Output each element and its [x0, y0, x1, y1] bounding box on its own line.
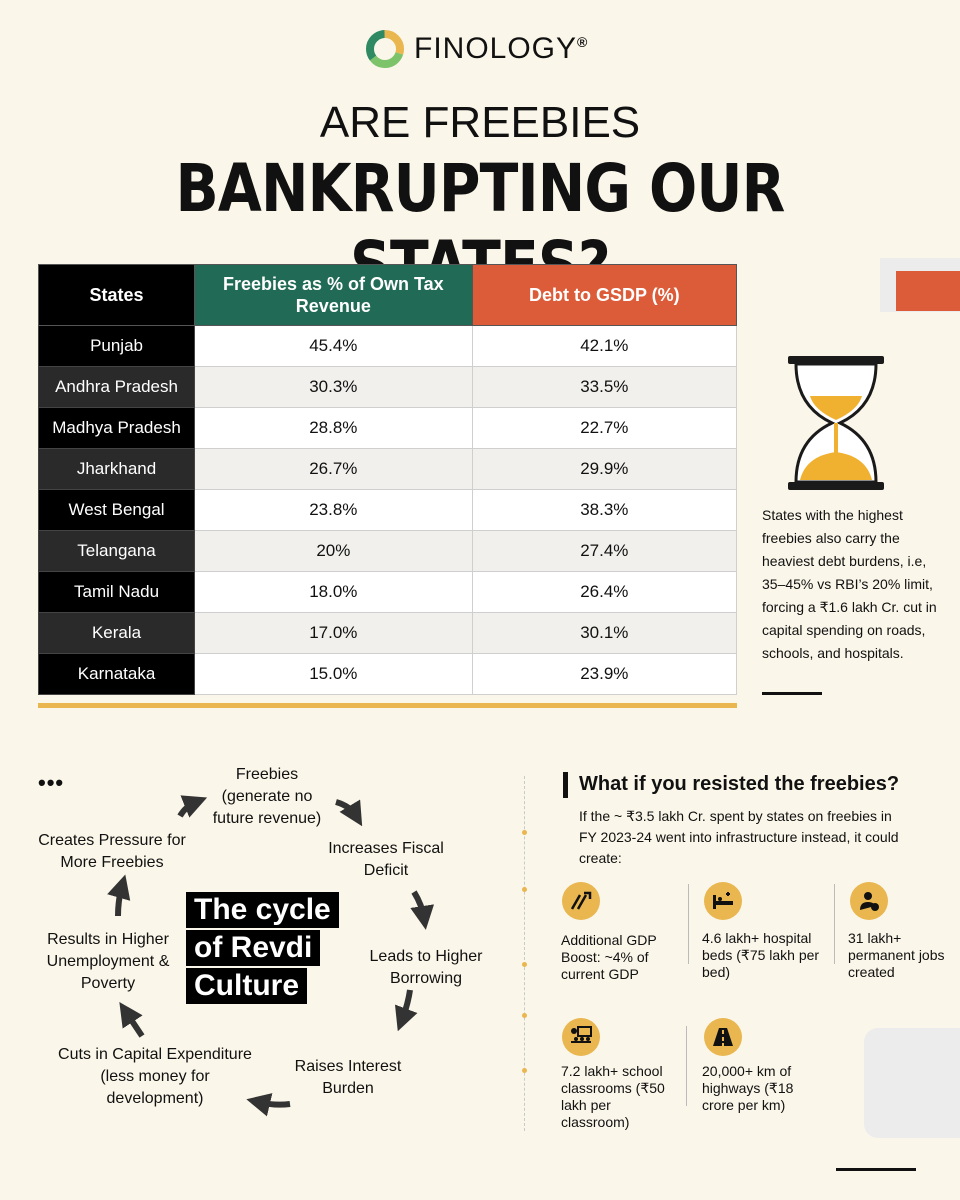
- hourglass-icon: [788, 356, 884, 490]
- state-cell: Karnataka: [37, 653, 196, 695]
- cycle-step-borrowing: Leads to Higher Borrowing: [369, 948, 483, 987]
- table-row: Punjab 45.4% 42.1%: [37, 325, 738, 367]
- debt-cell: 33.5%: [471, 366, 738, 408]
- freebies-cell: 26.7%: [194, 448, 473, 490]
- stat-highways: 20,000+ km of highways (₹18 crore per km…: [702, 1063, 794, 1113]
- debt-cell: 38.3%: [471, 489, 738, 531]
- debt-cell: 29.9%: [471, 448, 738, 490]
- freebies-cell: 18.0%: [194, 571, 473, 613]
- what-if-title: What if you resisted the freebies?: [579, 773, 900, 795]
- stat-separator: [686, 1026, 687, 1106]
- divider-dot: [522, 1068, 527, 1073]
- table-row: Jharkhand 26.7% 29.9%: [37, 448, 738, 490]
- cycle-title-line-1: The cycle: [186, 892, 339, 928]
- freebies-cell: 30.3%: [194, 366, 473, 408]
- freebies-cell: 23.8%: [194, 489, 473, 531]
- arrow-to-pressure: [107, 874, 131, 917]
- hospital-bed-icon: [704, 882, 742, 920]
- freebies-cell: 28.8%: [194, 407, 473, 449]
- cycle-step-freebies: Freebies (generate no future revenue): [212, 766, 322, 827]
- cycle-title-line-2: of Revdi: [186, 930, 321, 966]
- table-row: Kerala 17.0% 30.1%: [37, 612, 738, 654]
- debt-cell: 42.1%: [471, 325, 738, 367]
- state-cell: Telangana: [37, 530, 196, 572]
- freebies-cell: 20%: [194, 530, 473, 572]
- state-cell: Madhya Pradesh: [37, 407, 196, 449]
- what-if-description: If the ~ ₹3.5 lakh Cr. spent by states o…: [579, 808, 899, 866]
- cycle-step-unemployment: Results in Higher Unemployment & Poverty: [46, 931, 170, 992]
- table-underline: [38, 703, 737, 708]
- cycle-step-fiscal-deficit: Increases Fiscal Deficit: [328, 840, 444, 879]
- header-freebies: Freebies as % of Own Tax Revenue: [194, 264, 473, 326]
- table-row: West Bengal 23.8% 38.3%: [37, 489, 738, 531]
- table-row: Madhya Pradesh 28.8% 22.7%: [37, 407, 738, 449]
- divider-dot: [522, 962, 527, 967]
- table-row: Andhra Pradesh 30.3% 33.5%: [37, 366, 738, 408]
- finology-logo-icon: [366, 30, 404, 68]
- arrow-to-borrowing: [410, 890, 435, 930]
- debt-cell: 27.4%: [471, 530, 738, 572]
- worker-icon: [850, 882, 888, 920]
- divider-dot: [522, 1013, 527, 1018]
- header-states: States: [37, 264, 196, 326]
- table-row: Telangana 20% 27.4%: [37, 530, 738, 572]
- decor-bottom-line: [836, 1168, 916, 1171]
- freebies-cell: 45.4%: [194, 325, 473, 367]
- side-note: States with the highest freebies also ca…: [762, 507, 937, 661]
- cycle-step-capex-cuts: Cuts in Capital Expenditure (less money …: [58, 1046, 252, 1107]
- state-cell: Andhra Pradesh: [37, 366, 196, 408]
- header-debt: Debt to GSDP (%): [471, 264, 738, 326]
- cycle-arrows: [107, 795, 435, 1117]
- gdp-growth-icon: [562, 882, 600, 920]
- stat-gdp: Additional GDP Boost: ~4% of current GDP: [561, 932, 657, 982]
- freebies-debt-table: States Freebies as % of Own Tax Revenue …: [37, 264, 738, 695]
- section-divider: [524, 776, 525, 1131]
- debt-cell: 26.4%: [471, 571, 738, 613]
- state-cell: Tamil Nadu: [37, 571, 196, 613]
- freebies-cell: 17.0%: [194, 612, 473, 654]
- divider-dot: [522, 830, 527, 835]
- debt-cell: 30.1%: [471, 612, 738, 654]
- brand-name: FINOLOGY®: [414, 32, 589, 65]
- side-note-underline: [762, 692, 822, 695]
- cycle-step-interest: Raises Interest Burden: [294, 1058, 402, 1097]
- stat-separator: [688, 884, 689, 964]
- decor-gray-card: [864, 1028, 960, 1138]
- title-line-1: ARE FREEBIES: [319, 98, 641, 147]
- divider-dot: [522, 887, 527, 892]
- table-row: Tamil Nadu 18.0% 26.4%: [37, 571, 738, 613]
- table-header-row: States Freebies as % of Own Tax Revenue …: [37, 264, 738, 326]
- table-row: Karnataka 15.0% 23.9%: [37, 653, 738, 695]
- arrow-to-freebies: [177, 795, 208, 818]
- stat-jobs: 31 lakh+ permanent jobs created: [848, 930, 945, 980]
- stat-hospital-beds: 4.6 lakh+ hospital beds (₹75 lakh per be…: [702, 930, 820, 980]
- arrow-to-interest: [394, 989, 418, 1032]
- freebies-cell: 15.0%: [194, 653, 473, 695]
- debt-cell: 23.9%: [471, 653, 738, 695]
- brand-logo: FINOLOGY®: [366, 30, 588, 68]
- stat-classrooms: 7.2 lakh+ school classrooms (₹50 lakh pe…: [561, 1063, 665, 1130]
- cycle-title: The cycle of Revdi Culture: [186, 892, 356, 1006]
- stat-separator: [834, 884, 835, 964]
- what-if-accent-bar: [563, 772, 568, 798]
- state-cell: West Bengal: [37, 489, 196, 531]
- debt-cell: 22.7%: [471, 407, 738, 449]
- arrow-to-deficit: [335, 799, 363, 827]
- cycle-title-line-3: Culture: [186, 968, 307, 1004]
- state-cell: Jharkhand: [37, 448, 196, 490]
- decor-red-block: [896, 271, 960, 311]
- classroom-icon: [562, 1018, 600, 1056]
- state-cell: Punjab: [37, 325, 196, 367]
- arrow-to-unemployment: [119, 1002, 145, 1038]
- arrow-to-capex: [246, 1093, 291, 1117]
- cycle-step-pressure: Creates Pressure for More Freebies: [38, 832, 186, 871]
- dots-decoration: •••: [38, 770, 65, 795]
- highway-icon: [704, 1018, 742, 1056]
- state-cell: Kerala: [37, 612, 196, 654]
